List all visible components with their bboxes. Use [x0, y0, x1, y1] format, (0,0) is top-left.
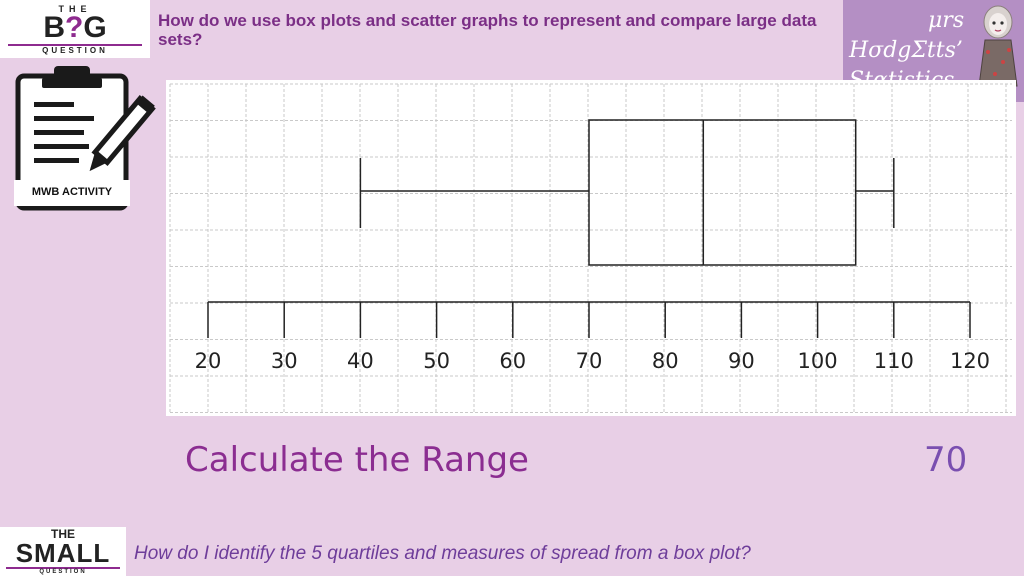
small-logo-divider	[6, 567, 120, 569]
logo-the-text: THE	[58, 4, 92, 14]
calculate-range-heading: Calculate the Range	[185, 440, 529, 480]
logo-big-text: B?G	[0, 12, 150, 44]
interquartile-box	[588, 119, 857, 266]
small-logo-question-text: QUESTION	[39, 569, 87, 575]
logo-big-b: B	[43, 11, 65, 44]
logo-question-text: QUESTION	[42, 46, 108, 55]
big-question-logo: THE B?G QUESTION	[0, 0, 150, 58]
axis-tick-label: 30	[271, 349, 298, 373]
mwb-activity-label: MWB ACTIVITY	[31, 186, 113, 198]
axis-tick-label: 100	[798, 349, 838, 373]
range-answer: 70	[924, 440, 968, 480]
axis-tick-label: 90	[728, 349, 755, 373]
logo-big-q: ?	[65, 11, 84, 44]
big-question-title: How do we use box plots and scatter grap…	[158, 11, 817, 49]
logo-big-g: G	[83, 11, 107, 44]
axis-tick-label: 40	[347, 349, 374, 373]
brand-line-1: μrs	[928, 8, 965, 33]
box-plot-panel: 20 30 40 50 60 70 80 90 100 110 120	[166, 80, 1016, 416]
box-plot-chart: 20 30 40 50 60 70 80 90 100 110 120	[169, 83, 1012, 413]
small-logo-the-text: THE	[51, 527, 75, 541]
axis-tick-label: 110	[874, 349, 914, 373]
clipboard-activity-icon: MWB ACTIVITY	[14, 62, 156, 212]
axis-tick-label: 50	[423, 349, 450, 373]
axis-tick-label: 70	[576, 349, 603, 373]
axis-tick-label: 120	[950, 349, 990, 373]
logo-divider	[8, 44, 142, 46]
axis-tick-label: 20	[195, 349, 222, 373]
character-illustration-icon	[978, 5, 1018, 100]
small-question-text: How do I identify the 5 quartiles and me…	[134, 543, 751, 564]
small-logo-small-text: SMALL	[15, 538, 111, 568]
small-question-logo: THE SMALL QUESTION	[0, 527, 126, 576]
brand-line-2: HσdgΣtts’	[849, 38, 963, 63]
clipboard-icon	[14, 66, 156, 211]
axis-tick-label: 60	[499, 349, 526, 373]
axis-tick-label: 80	[652, 349, 679, 373]
